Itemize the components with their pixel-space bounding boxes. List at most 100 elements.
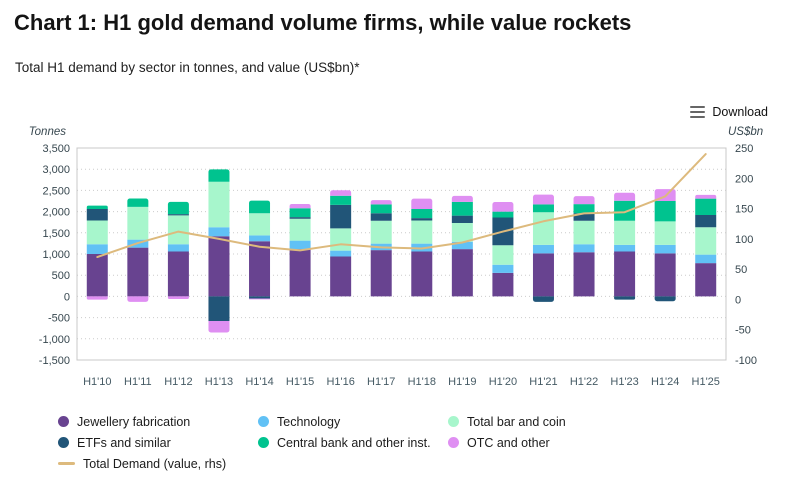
bar-segment-jewellery-fabrication[interactable] [289,249,311,297]
bar-segment-central-bank-and-other-inst[interactable] [127,198,149,207]
bar-segment-total-bar-and-coin[interactable] [532,212,554,245]
bar-segment-jewellery-fabrication[interactable] [573,252,595,297]
bar-segment-central-bank-and-other-inst[interactable] [330,195,352,205]
bar-segment-technology[interactable] [532,244,554,254]
bar-segment-central-bank-and-other-inst[interactable] [249,200,271,214]
bar-segment-otc-and-other[interactable] [167,296,189,299]
bar-segment-technology[interactable] [695,254,717,264]
bar-segment-otc-and-other[interactable] [532,194,554,205]
bar-segment-jewellery-fabrication[interactable] [411,251,433,297]
bar-segment-otc-and-other[interactable] [614,192,636,201]
bar-segment-central-bank-and-other-inst[interactable] [167,201,189,215]
bar-segment-jewellery-fabrication[interactable] [127,247,149,297]
bar-segment-jewellery-fabrication[interactable] [451,249,473,297]
bar-segment-otc-and-other[interactable] [573,196,595,205]
bar-segment-etfs-and-similar[interactable] [86,209,108,221]
bar-segment-otc-and-other[interactable] [208,320,230,333]
bar-segment-jewellery-fabrication[interactable] [249,241,271,297]
bar-segment-total-bar-and-coin[interactable] [86,220,108,245]
bar-segment-total-bar-and-coin[interactable] [654,221,676,245]
bar-segment-etfs-and-similar[interactable] [330,204,352,229]
bar-segment-total-bar-and-coin[interactable] [492,245,514,265]
plot-border [76,147,727,361]
bar-segment-jewellery-fabrication[interactable] [86,254,108,297]
bar-segment-central-bank-and-other-inst[interactable] [289,208,311,218]
bar-segment-jewellery-fabrication[interactable] [614,251,636,297]
bar-segment-central-bank-and-other-inst[interactable] [532,204,554,213]
bar-segment-total-bar-and-coin[interactable] [573,220,595,245]
bar-segment-jewellery-fabrication[interactable] [654,253,676,297]
bar-segment-otc-and-other[interactable] [249,298,271,300]
bar-segment-technology[interactable] [86,244,108,254]
bar-segment-otc-and-other[interactable] [370,200,392,205]
bar-segment-technology[interactable] [411,243,433,252]
bar-segment-total-bar-and-coin[interactable] [614,220,636,245]
bar-segment-central-bank-and-other-inst[interactable] [492,211,514,218]
bar-segment-jewellery-fabrication[interactable] [167,251,189,297]
bar-segment-central-bank-and-other-inst[interactable] [208,169,230,182]
bar-segment-jewellery-fabrication[interactable] [492,272,514,297]
bar-segment-jewellery-fabrication[interactable] [208,236,230,297]
bar-segment-otc-and-other[interactable] [411,198,433,210]
bar-segment-technology[interactable] [492,264,514,273]
bar-segment-technology[interactable] [614,244,636,252]
bar-segment-otc-and-other[interactable] [86,296,108,300]
bar-segment-technology[interactable] [167,244,189,252]
bar-segment-etfs-and-similar[interactable] [654,296,676,302]
legend-item-central-bank-and-other-inst[interactable]: Central bank and other inst. [258,432,448,453]
legend-item-otc-and-other[interactable]: OTC and other [448,432,668,453]
bar-segment-central-bank-and-other-inst[interactable] [411,209,433,219]
bar-segment-etfs-and-similar[interactable] [451,215,473,224]
bar-segment-otc-and-other[interactable] [330,190,352,196]
bar-segment-jewellery-fabrication[interactable] [370,250,392,297]
bar-segment-total-bar-and-coin[interactable] [330,228,352,251]
bar-segment-technology[interactable] [330,250,352,257]
bar-segment-central-bank-and-other-inst[interactable] [654,201,676,222]
bar-segment-total-bar-and-coin[interactable] [127,206,149,240]
bar-segment-jewellery-fabrication[interactable] [695,263,717,297]
bar-segment-jewellery-fabrication[interactable] [330,256,352,297]
bar-segment-total-bar-and-coin[interactable] [289,218,311,241]
bar-segment-total-bar-and-coin[interactable] [208,181,230,228]
bar-segment-total-bar-and-coin[interactable] [695,227,717,255]
bar-segment-total-bar-and-coin[interactable] [370,220,392,244]
bar-segment-etfs-and-similar[interactable] [289,217,311,219]
total-demand-line[interactable] [96,153,707,259]
bar-segment-central-bank-and-other-inst[interactable] [86,205,108,210]
legend-item-etfs-and-similar[interactable]: ETFs and similar [58,432,258,453]
bar-segment-technology[interactable] [289,240,311,250]
bar-segment-etfs-and-similar[interactable] [370,213,392,221]
bar-segment-etfs-and-similar[interactable] [411,218,433,221]
bar-segment-central-bank-and-other-inst[interactable] [614,200,636,221]
download-button[interactable]: Download [687,103,771,121]
legend-item-total-demand-value-rhs[interactable]: Total Demand (value, rhs) [58,453,258,474]
bar-segment-etfs-and-similar[interactable] [208,296,230,321]
bar-segment-etfs-and-similar[interactable] [695,214,717,228]
bar-segment-otc-and-other[interactable] [492,202,514,212]
bar-segment-otc-and-other[interactable] [695,194,717,199]
bar-segment-technology[interactable] [208,227,230,237]
legend-item-jewellery-fabrication[interactable]: Jewellery fabrication [58,411,258,432]
bar-segment-etfs-and-similar[interactable] [167,214,189,216]
bar-segment-otc-and-other[interactable] [127,296,149,302]
bar-segment-etfs-and-similar[interactable] [249,296,271,299]
bar-segment-central-bank-and-other-inst[interactable] [695,198,717,215]
bar-segment-otc-and-other[interactable] [451,195,473,202]
bar-segment-otc-and-other[interactable] [289,203,311,209]
bar-segment-central-bank-and-other-inst[interactable] [370,204,392,214]
bar-segment-jewellery-fabrication[interactable] [532,253,554,297]
legend-item-total-bar-and-coin[interactable]: Total bar and coin [448,411,668,432]
bar-segment-technology[interactable] [573,244,595,253]
bar-segment-total-bar-and-coin[interactable] [451,223,473,242]
bar-segment-technology[interactable] [249,235,271,242]
bar-segment-etfs-and-similar[interactable] [614,296,636,300]
bar-segment-etfs-and-similar[interactable] [532,296,554,302]
x-axis-label: H1'25 [692,376,720,388]
legend-item-technology[interactable]: Technology [258,411,448,432]
bar-segment-central-bank-and-other-inst[interactable] [573,204,595,214]
bar-segment-technology[interactable] [654,244,676,254]
bar-segment-total-bar-and-coin[interactable] [167,215,189,245]
bar-segment-total-bar-and-coin[interactable] [411,220,433,244]
bar-segment-total-bar-and-coin[interactable] [249,213,271,236]
bar-segment-central-bank-and-other-inst[interactable] [451,201,473,216]
